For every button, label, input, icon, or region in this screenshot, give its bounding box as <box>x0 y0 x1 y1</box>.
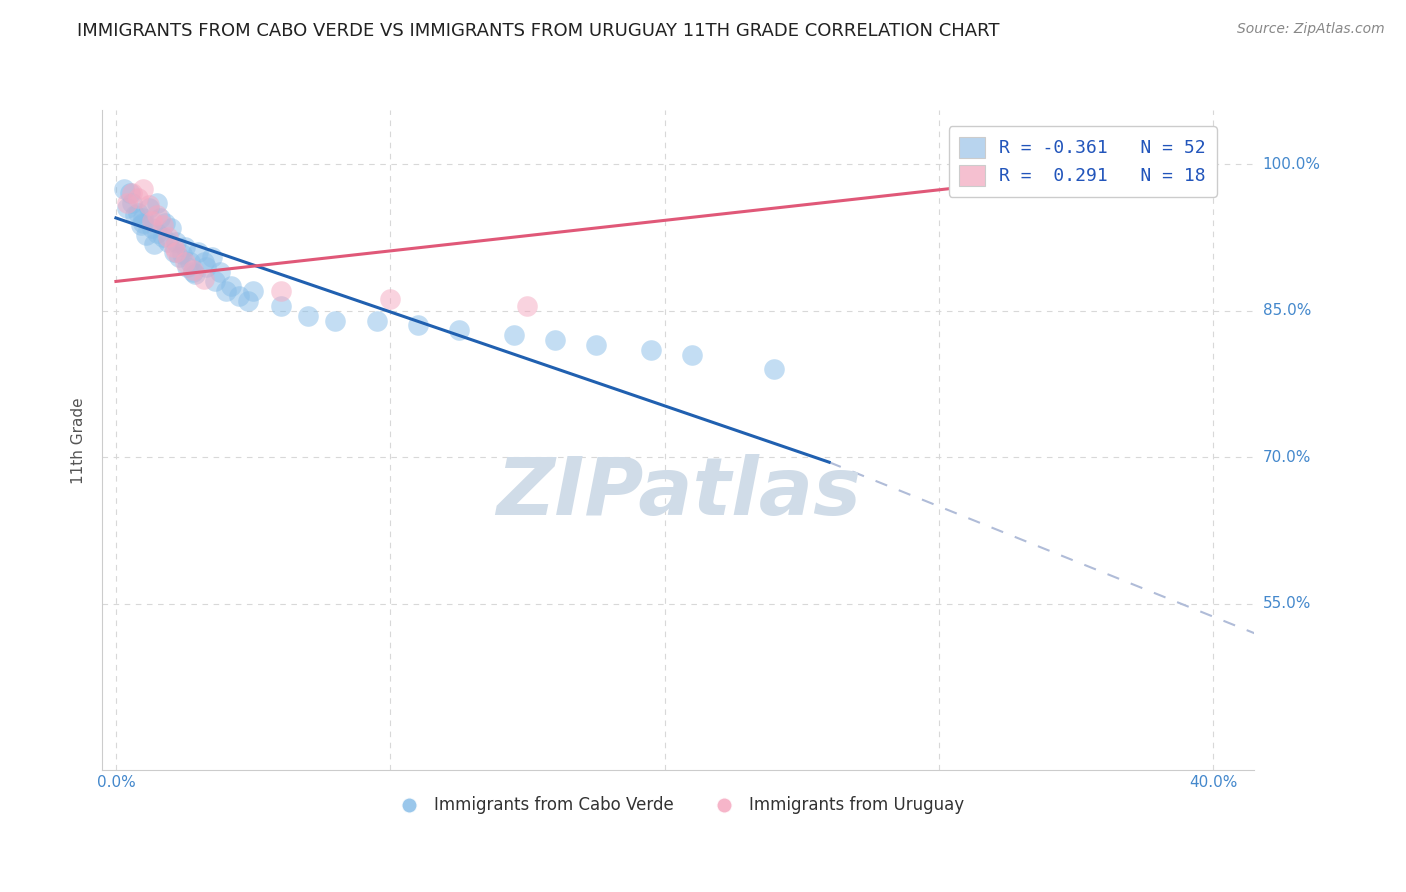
Point <box>201 250 224 264</box>
Point <box>146 196 169 211</box>
Point <box>406 318 429 333</box>
Point <box>184 267 207 281</box>
Point <box>187 245 209 260</box>
Point <box>236 293 259 308</box>
Point <box>219 279 242 293</box>
Point <box>297 309 319 323</box>
Point <box>179 255 201 269</box>
Point <box>152 218 174 232</box>
Point <box>132 181 155 195</box>
Point <box>209 265 232 279</box>
Point <box>129 218 152 232</box>
Point <box>124 208 146 222</box>
Point <box>447 323 470 337</box>
Point <box>112 181 135 195</box>
Point <box>167 250 190 264</box>
Point <box>132 211 155 225</box>
Point <box>170 247 193 261</box>
Text: 85.0%: 85.0% <box>1263 303 1310 318</box>
Point <box>157 235 180 250</box>
Point <box>204 275 226 289</box>
Point <box>214 284 236 298</box>
Point <box>1092 157 1115 171</box>
Text: ZIPatlas: ZIPatlas <box>496 454 860 532</box>
Point <box>176 260 198 274</box>
Point <box>162 240 184 254</box>
Point <box>181 265 204 279</box>
Point <box>544 333 567 347</box>
Point <box>585 338 607 352</box>
Point <box>157 230 180 244</box>
Point <box>763 362 786 376</box>
Legend: Immigrants from Cabo Verde, Immigrants from Uruguay: Immigrants from Cabo Verde, Immigrants f… <box>385 789 970 821</box>
Point <box>146 226 169 240</box>
Point <box>173 240 195 254</box>
Point <box>132 216 155 230</box>
Point <box>173 255 195 269</box>
Point <box>121 196 143 211</box>
Point <box>681 348 703 362</box>
Point <box>143 237 166 252</box>
Point <box>115 201 138 215</box>
Point <box>640 343 662 357</box>
Point <box>135 227 157 242</box>
Point <box>228 289 250 303</box>
Point <box>270 284 292 298</box>
Point <box>152 230 174 244</box>
Point <box>159 220 181 235</box>
Point <box>127 191 149 205</box>
Point <box>270 299 292 313</box>
Point <box>118 186 141 201</box>
Point <box>502 328 524 343</box>
Y-axis label: 11th Grade: 11th Grade <box>72 397 86 483</box>
Point <box>146 208 169 222</box>
Point <box>181 262 204 277</box>
Point <box>242 284 264 298</box>
Point <box>155 216 177 230</box>
Point <box>141 214 163 228</box>
Text: 100.0%: 100.0% <box>1263 157 1320 171</box>
Point <box>325 313 347 327</box>
Point <box>165 235 187 250</box>
Point <box>165 245 187 260</box>
Point <box>141 220 163 235</box>
Point <box>193 255 215 269</box>
Text: IMMIGRANTS FROM CABO VERDE VS IMMIGRANTS FROM URUGUAY 11TH GRADE CORRELATION CHA: IMMIGRANTS FROM CABO VERDE VS IMMIGRANTS… <box>77 22 1000 40</box>
Point <box>162 245 184 260</box>
Point <box>516 299 538 313</box>
Point <box>380 292 402 306</box>
Point <box>195 260 218 274</box>
Point <box>366 313 388 327</box>
Text: 70.0%: 70.0% <box>1263 450 1310 465</box>
Text: 55.0%: 55.0% <box>1263 597 1310 611</box>
Point <box>138 201 160 215</box>
Text: Source: ZipAtlas.com: Source: ZipAtlas.com <box>1237 22 1385 37</box>
Point <box>149 211 172 225</box>
Point <box>138 198 160 212</box>
Point <box>193 272 215 286</box>
Point <box>127 206 149 220</box>
Point <box>115 196 138 211</box>
Point <box>121 186 143 201</box>
